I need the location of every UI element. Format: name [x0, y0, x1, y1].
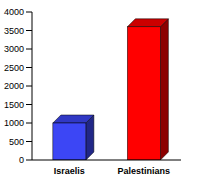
svg-text:1000: 1000 [8, 118, 24, 128]
svg-text:2000: 2000 [8, 81, 24, 91]
svg-text:Palestinians: Palestinians [117, 166, 170, 176]
svg-text:4000: 4000 [8, 7, 24, 17]
svg-text:500: 500 [9, 137, 24, 147]
svg-text:3500: 3500 [8, 26, 24, 36]
svg-text:1500: 1500 [8, 100, 24, 110]
svg-text:2500: 2500 [8, 63, 24, 73]
svg-text:3000: 3000 [8, 44, 24, 54]
svg-text:Israelis: Israelis [54, 166, 85, 176]
svg-text:0: 0 [19, 155, 24, 165]
